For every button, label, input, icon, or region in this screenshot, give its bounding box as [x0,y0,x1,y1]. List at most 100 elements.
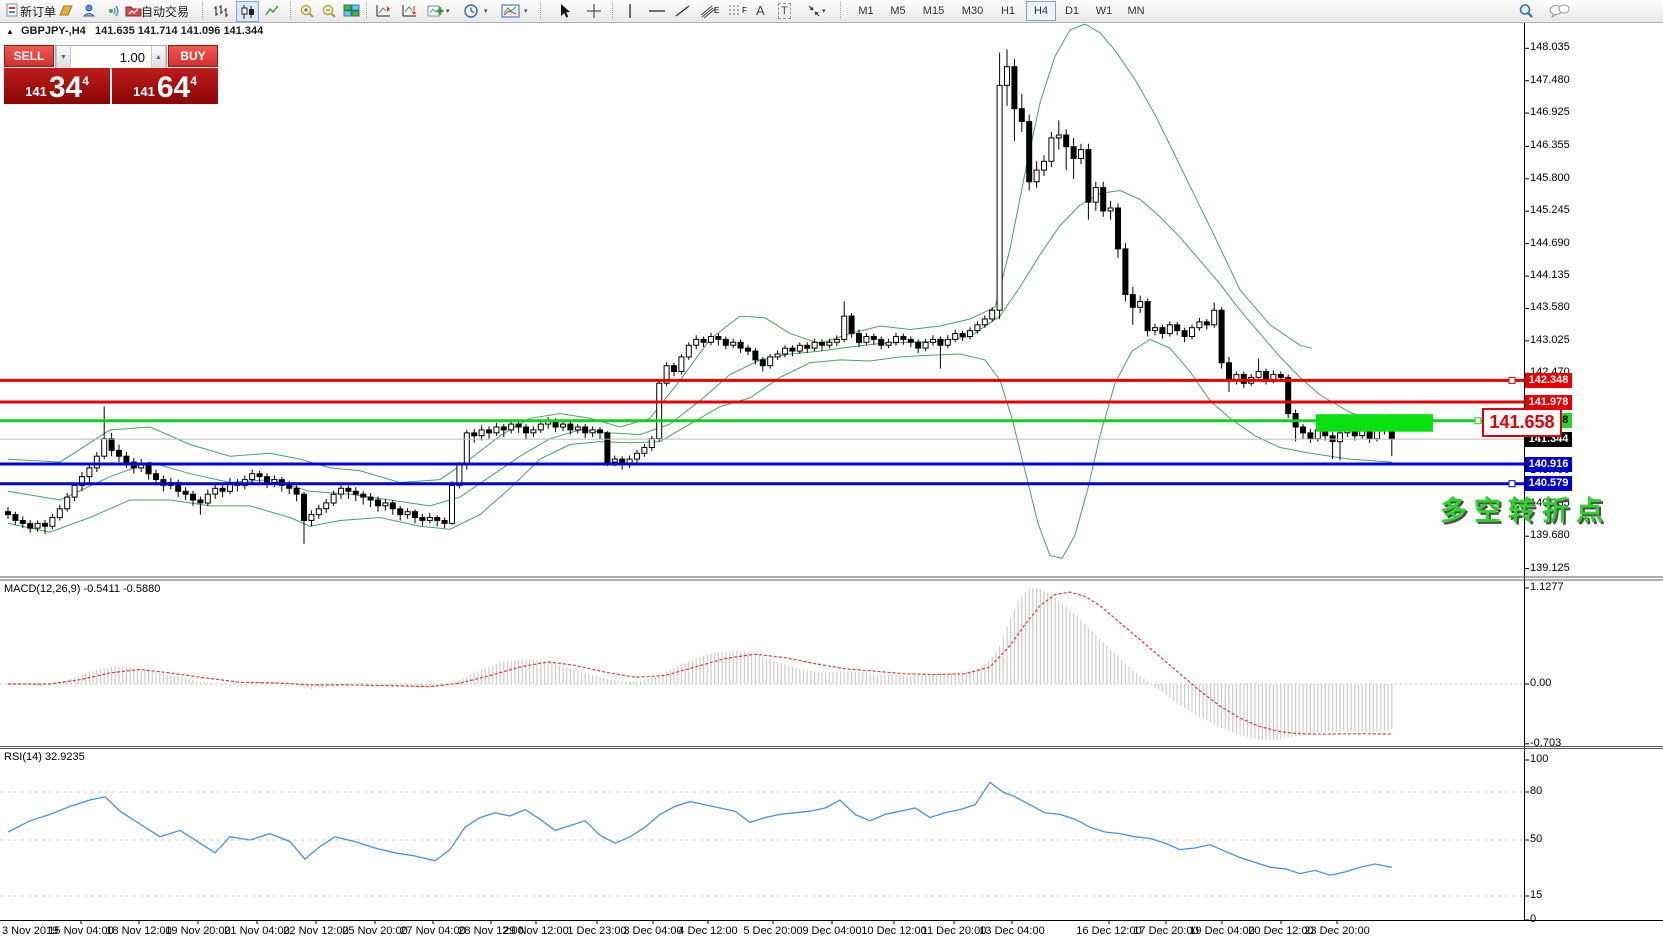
navigator-icon[interactable] [79,1,100,20]
vertical-line-icon[interactable] [622,1,638,20]
price-badge-140.579: 140.579 [1525,476,1572,492]
timeframe-W1[interactable]: W1 [1095,4,1113,17]
rsi-tick: 50 [1530,833,1543,845]
new-order-icon[interactable] [3,1,22,20]
price-badge-142.348: 142.348 [1525,372,1572,388]
sell-button[interactable]: SELL [4,45,54,67]
timeframe-M1[interactable]: M1 [858,4,874,17]
timeframe-M30[interactable]: M30 [961,4,984,17]
line-chart-icon[interactable] [262,1,283,20]
chart-shift-icon[interactable] [373,1,395,20]
time-label: 29 Nov 12:00 [503,925,569,937]
sell-price-big: 34 [48,71,83,104]
annotation-text[interactable]: 多空转折点 [1440,496,1610,526]
zoom-in-icon[interactable] [297,1,318,20]
bollinger-lower [7,338,1393,559]
rsi-pane [0,781,1524,897]
chart-frame [0,22,1663,924]
price-callout[interactable]: 141.658 [1482,408,1562,437]
template-icon[interactable] [499,1,523,20]
timeframe-D1[interactable]: D1 [1064,4,1080,17]
volume-stepper: ▼ ▲ [55,45,167,69]
arrows-dropdown-icon[interactable]: ▾ [822,8,826,15]
candles [5,49,1395,544]
price-badge-140.916: 140.916 [1525,456,1572,472]
time-label: 25 Nov 20:00 [342,925,408,937]
timeframe-H4[interactable]: H4 [1026,1,1056,21]
auto-trading-icon[interactable] [123,1,144,20]
add-indicator-icon[interactable] [425,1,447,20]
candlestick-chart-icon[interactable] [236,1,259,22]
tile-windows-icon[interactable] [341,1,362,20]
macd-label: MACD(12,26,9) -0.5411 -0.5880 [4,583,161,595]
sell-price-button[interactable]: 141 34 4 [4,68,110,104]
price-tick: 139.125 [1530,561,1570,574]
horizontal-lines[interactable] [0,378,1524,486]
volume-input[interactable] [71,46,151,68]
rsi-tick: 15 [1530,889,1543,901]
line-handle[interactable] [1508,480,1516,488]
equidistant-channel-icon[interactable]: E [698,1,721,20]
text-letter: A [756,3,765,18]
price-tick: 144.690 [1530,236,1570,249]
timeframe-H1[interactable]: H1 [1000,4,1016,17]
timeframe-MN[interactable]: MN [1127,4,1145,17]
buy-price-sup: 4 [190,74,197,88]
arrows-tool-icon[interactable] [804,1,824,20]
time-label: 21 Nov 04:00 [224,925,290,937]
time-label: 19 Dec 04:00 [1189,925,1255,937]
price-tick: 145.245 [1530,204,1570,217]
toolbar-separator [366,2,367,19]
symbol-info-bar[interactable]: ▲ GBPJPY-,H4 141.635 141.714 141.096 141… [6,25,263,37]
cursor-icon[interactable] [556,1,574,20]
time-label: 27 Nov 04:00 [400,925,466,937]
text-tool-icon[interactable]: A [754,1,767,20]
timeframe-M15[interactable]: M15 [922,4,945,17]
macd-signal-line [8,591,1393,735]
macd-tick: 1.1277 [1530,580,1564,593]
buy-button[interactable]: BUY [168,45,218,67]
chat-icon[interactable] [1546,1,1572,20]
add-indicator-dropdown-icon[interactable]: ▾ [446,8,450,15]
sell-price-sup: 4 [82,74,89,88]
time-label: 17 Dec 20:00 [1133,925,1199,937]
channel-letter: E [714,6,720,15]
trend-line-icon[interactable] [672,1,694,20]
signal-icon[interactable] [101,1,122,20]
collapse-arrow-icon[interactable]: ▲ [6,27,14,36]
bar-chart-icon[interactable] [210,1,231,20]
buy-price-button[interactable]: 141 64 4 [112,68,218,104]
bollinger-middle [7,189,1393,507]
crosshair-icon[interactable] [584,1,605,20]
symbol-title: GBPJPY-,H4 [20,25,86,37]
toolbar-separator [840,2,841,19]
toolbar-separator [290,2,291,19]
time-label: 19 Nov 20:00 [165,925,231,937]
market-watch-icon[interactable] [56,1,77,20]
fibonacci-icon[interactable]: F [726,1,749,20]
new-order-button[interactable]: 新订单 [20,5,57,19]
rsi-tick: 0 [1530,913,1537,925]
period-dropdown-icon[interactable]: ▾ [484,8,488,15]
line-handle[interactable] [1474,417,1482,425]
zoom-out-icon[interactable] [319,1,340,20]
auto-trading-button[interactable]: 自动交易 [141,5,190,19]
time-label: 16 Dec 12:00 [1076,925,1142,937]
time-label: 5 Dec 20:00 [743,925,803,937]
highlight-box[interactable] [1316,414,1433,432]
search-icon[interactable] [1516,1,1537,20]
time-label: 20 Dec 12:00 [1248,925,1314,937]
template-dropdown-icon[interactable]: ▾ [524,8,528,15]
period-icon[interactable] [461,1,482,20]
fibo-letter: F [742,6,747,15]
volume-increase-button[interactable]: ▲ [151,46,166,68]
chart-autoscroll-icon[interactable] [399,1,421,20]
timeframe-M5[interactable]: M5 [890,4,906,17]
horizontal-line-icon[interactable] [646,1,668,20]
volume-decrease-button[interactable]: ▼ [56,46,71,68]
line-handle[interactable] [1508,376,1516,384]
one-click-trading-panel: SELL ▼ ▲ BUY 141 34 4 141 64 4 [4,45,218,104]
text-label-tool-icon[interactable]: T [778,3,791,19]
time-label: 3 Dec 04:00 [623,925,683,937]
